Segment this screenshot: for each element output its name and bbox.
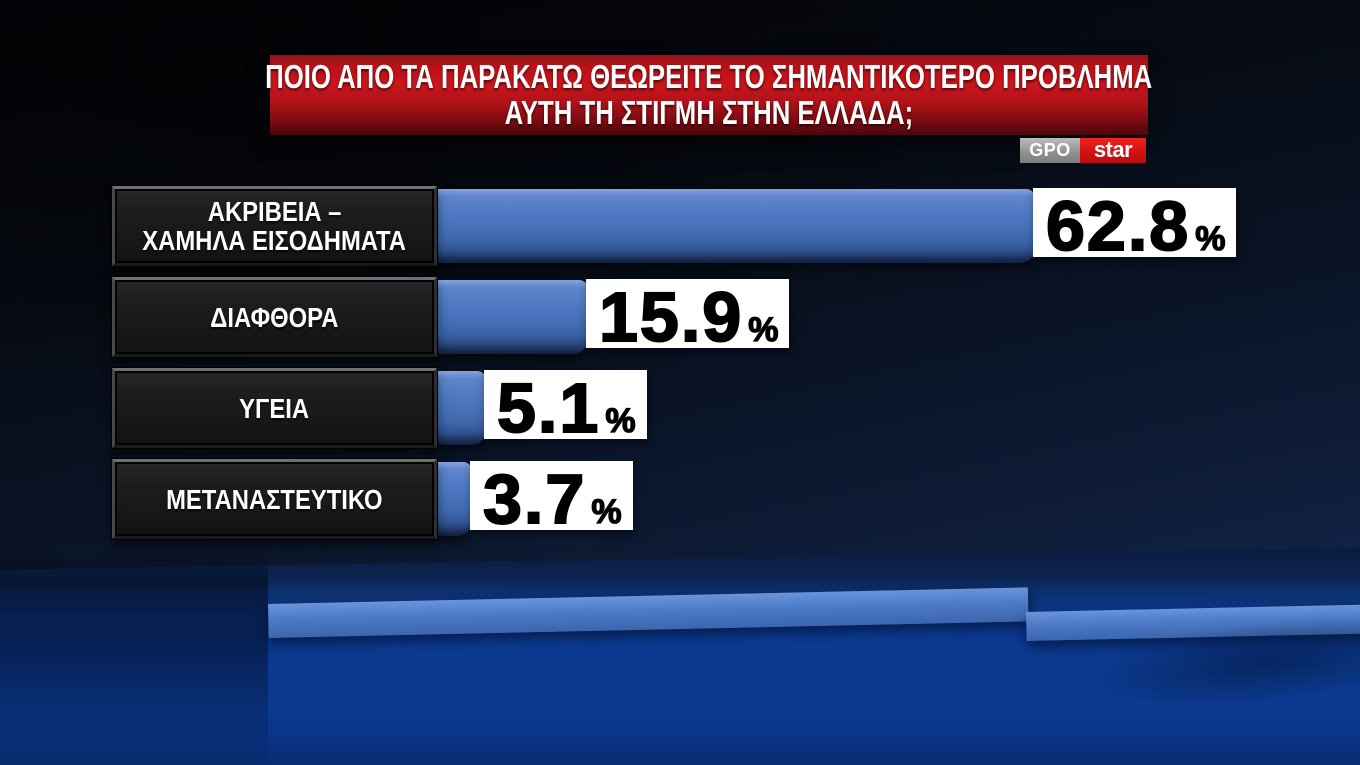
category-label-line: ΑΚΡΙΒΕΙΑ – <box>207 196 342 227</box>
category-label-line: ΜΕΤΑΝΑΣΤΕΥΤΙΚΟ <box>166 483 383 515</box>
category-label-box: ΜΕΤΑΝΑΣΤΕΥΤΙΚΟ <box>112 459 437 539</box>
question-line-1: ΠΟΙΟ ΑΠΟ ΤΑ ΠΑΡΑΚΑΤΩ ΘΕΩΡΕΙΤΕ ΤΟ ΣΗΜΑΝΤΙ… <box>265 58 1153 95</box>
bar <box>432 280 588 354</box>
chart-row-diafthora: ΔΙΑΦΘΟΡΑ 15.9% <box>112 277 1360 357</box>
value-box: 15.9% <box>586 278 790 357</box>
gpo-pollster-logo: GPO <box>1020 138 1080 163</box>
gpo-star-logo: GPO star <box>1020 137 1146 163</box>
value-box: 62.8% <box>1033 187 1237 266</box>
category-label-line: ΔΙΑΦΘΟΡΑ <box>210 301 339 333</box>
bar-chart: ΑΚΡΙΒΕΙΑ – ΧΑΜΗΛΑ ΕΙΣΟΔΗΜΑΤΑ 62.8% ΔΙΑΦΘ… <box>0 186 1360 586</box>
chart-row-metanasteftiko: ΜΕΤΑΝΑΣΤΕΥΤΙΚΟ 3.7% <box>112 459 1360 539</box>
percent-sign: % <box>591 492 623 531</box>
star-channel-logo: star <box>1080 137 1146 163</box>
value-number: 62.8 <box>1045 187 1191 266</box>
bar <box>432 462 472 536</box>
bar <box>432 371 486 445</box>
bar <box>432 189 1035 263</box>
category-label-box: ΥΓΕΙΑ <box>112 368 437 448</box>
floor-shadow-column <box>0 552 268 765</box>
percent-sign: % <box>748 310 780 349</box>
category-label-line: ΥΓΕΙΑ <box>239 392 310 424</box>
chart-row-akriveia: ΑΚΡΙΒΕΙΑ – ΧΑΜΗΛΑ ΕΙΣΟΔΗΜΑΤΑ 62.8% <box>112 186 1360 266</box>
value-box: 5.1% <box>484 369 647 448</box>
chart-row-ygeia: ΥΓΕΙΑ 5.1% <box>112 368 1360 448</box>
percent-sign: % <box>1195 219 1227 258</box>
category-label-box: ΑΚΡΙΒΕΙΑ – ΧΑΜΗΛΑ ΕΙΣΟΔΗΜΑΤΑ <box>112 186 437 266</box>
category-label-line: ΧΑΜΗΛΑ ΕΙΣΟΔΗΜΑΤΑ <box>142 225 407 256</box>
percent-sign: % <box>605 401 637 440</box>
value-number: 15.9 <box>598 278 744 357</box>
question-line-2: ΑΥΤΗ ΤΗ ΣΤΙΓΜΗ ΣΤΗΝ ΕΛΛΑΔΑ; <box>504 94 914 131</box>
value-number: 5.1 <box>496 369 601 448</box>
value-number: 3.7 <box>482 460 587 539</box>
question-banner: ΠΟΙΟ ΑΠΟ ΤΑ ΠΑΡΑΚΑΤΩ ΘΕΩΡΕΙΤΕ ΤΟ ΣΗΜΑΝΤΙ… <box>265 55 1153 135</box>
value-box: 3.7% <box>470 460 633 539</box>
category-label-box: ΔΙΑΦΘΟΡΑ <box>112 277 437 357</box>
